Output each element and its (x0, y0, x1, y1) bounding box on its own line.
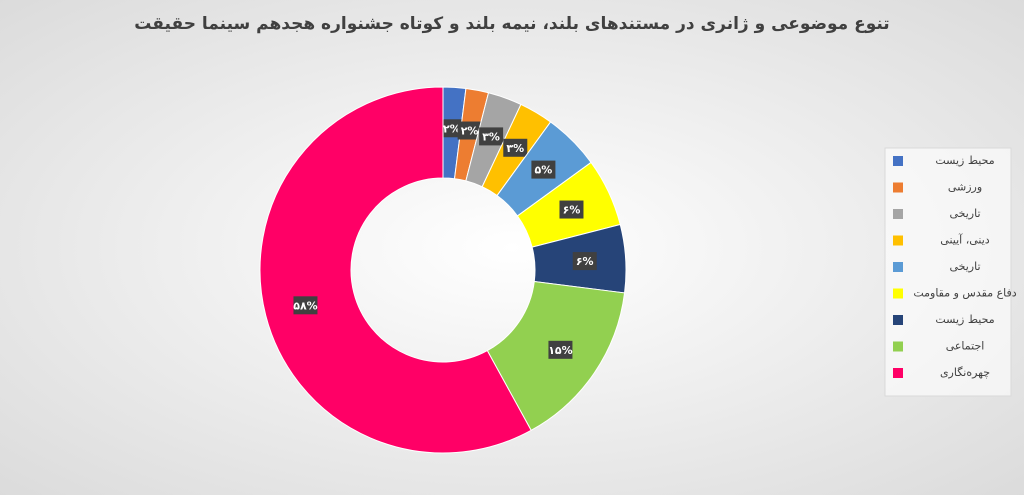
legend-box (884, 147, 1012, 397)
legend-swatch (893, 156, 903, 166)
legend-swatch (893, 368, 903, 378)
data-label-box (572, 252, 597, 271)
legend-label: ورزشی (948, 181, 982, 194)
data-label-box (531, 160, 556, 179)
data-label: ۶% (563, 204, 581, 217)
legend-swatch (893, 209, 903, 219)
data-label: ۳% (482, 130, 500, 143)
data-label: ۶% (576, 255, 594, 268)
data-label: ۱۵% (548, 344, 572, 357)
legend-label: چهره‌نگاری (940, 366, 990, 379)
legend-label: محیط زیست (935, 154, 994, 167)
legend-label: اجتماعی (946, 340, 985, 353)
legend-label: محیط زیست (935, 313, 994, 326)
donut-slice (259, 86, 532, 454)
data-label-box (548, 340, 573, 359)
legend-label: تاریخی (949, 207, 980, 220)
legend-label: دفاع مقدس و مقاومت (913, 287, 1016, 300)
legend-label: دینی، آیینی (940, 233, 990, 247)
legend-swatch (893, 288, 903, 299)
data-label: ۲% (443, 122, 461, 135)
legend-swatch (893, 235, 903, 246)
data-label: ۵۸% (293, 299, 317, 312)
legend-swatch (893, 262, 903, 272)
data-label-box (559, 200, 584, 219)
legend-swatch (893, 182, 903, 193)
legend-label: تاریخی (949, 260, 980, 273)
data-label-box (293, 296, 318, 315)
data-label-box (503, 138, 528, 157)
data-label-box (457, 121, 482, 140)
data-label: ۲% (461, 125, 479, 138)
chart-title: تنوع موضوعی و ژانری در مستندهای بلند، نی… (134, 14, 889, 34)
data-label: ۳% (506, 142, 524, 155)
data-label: ۵% (535, 164, 553, 177)
legend-swatch (893, 341, 903, 352)
legend-swatch (893, 315, 903, 325)
data-label-box (479, 127, 504, 146)
